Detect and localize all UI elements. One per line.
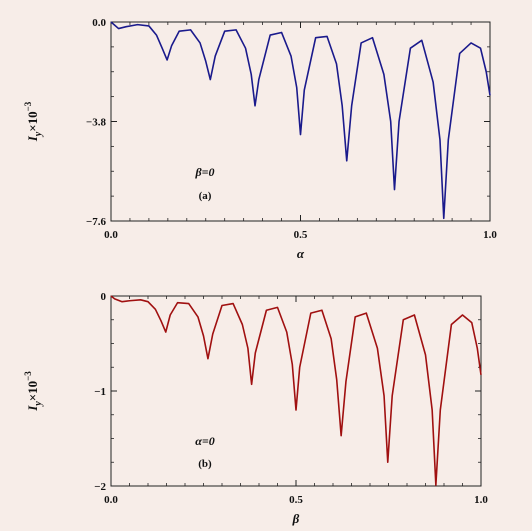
x-tick-label: 1.0 xyxy=(483,229,497,241)
plot-frame xyxy=(110,295,482,487)
x-tick-label: 1.0 xyxy=(474,494,488,506)
x-tick-label: 0.5 xyxy=(294,229,308,241)
series-line xyxy=(110,295,482,486)
panel-a: 0.0 0.5 1.0 0.0 −3.8 −7.6 α Iy×10−3 β=0 (a) xyxy=(23,17,497,261)
y-tick-label: −7.6 xyxy=(86,216,107,228)
x-axis-label: α xyxy=(297,246,305,261)
y-tick-label: 0 xyxy=(101,291,107,303)
x-tick-label: 0.5 xyxy=(289,494,303,506)
y-axis-label: Iy×10−3 xyxy=(23,101,44,142)
x-axis-label: β xyxy=(292,511,300,526)
plot-frame xyxy=(110,21,491,222)
series-line xyxy=(110,21,491,220)
x-tick-label: 0.0 xyxy=(104,229,118,241)
panel-label: (b) xyxy=(198,458,212,470)
y-tick-label: −1 xyxy=(94,386,106,398)
y-tick-label: −2 xyxy=(94,481,106,493)
y-tick-label: 0.0 xyxy=(92,17,106,29)
panel-label: (a) xyxy=(199,190,212,202)
panel-b: 0.0 0.5 1.0 0 −1 −2 β Iy×10−3 α=0 (b) xyxy=(23,291,488,526)
panel-annotation: α=0 xyxy=(195,434,214,448)
x-tick-label: 0.0 xyxy=(104,494,118,506)
y-axis-label: Iy×10−3 xyxy=(23,371,44,412)
y-tick-label: −3.8 xyxy=(86,117,107,129)
panel-annotation: β=0 xyxy=(195,165,215,179)
